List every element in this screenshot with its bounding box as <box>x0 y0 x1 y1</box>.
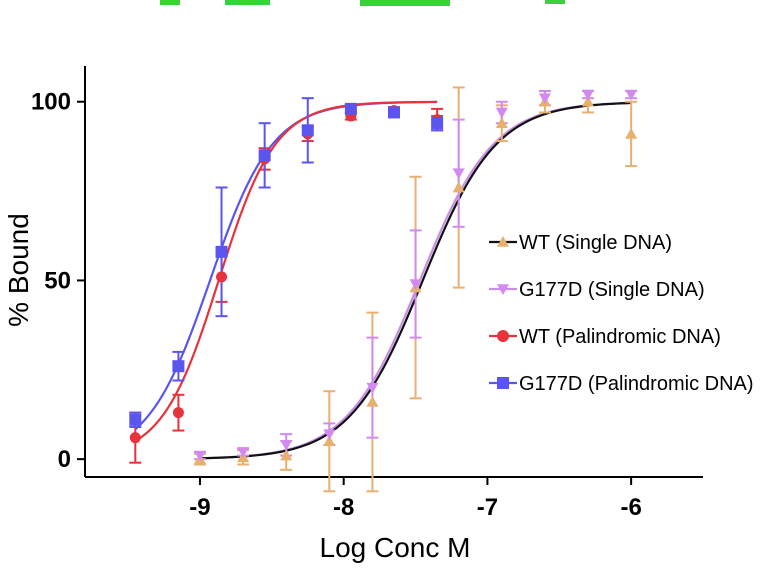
data-point <box>172 407 184 419</box>
legend-label: WT (Palindromic DNA) <box>519 326 721 348</box>
data-point <box>344 102 357 115</box>
data-point <box>582 89 595 101</box>
legend-item: G177D (Single DNA) <box>489 279 705 301</box>
legend-item: WT (Single DNA) <box>489 232 672 254</box>
data-point <box>431 117 444 130</box>
legend-label: G177D (Palindromic DNA) <box>519 373 754 395</box>
data-point <box>193 450 206 462</box>
data-point <box>582 95 595 107</box>
data-point <box>129 432 141 444</box>
x-tick-label: -6 <box>620 494 641 521</box>
data-point <box>172 360 185 373</box>
data-point <box>495 117 508 128</box>
data-point <box>538 93 551 105</box>
legend-marker <box>497 330 509 342</box>
data-point <box>388 106 400 119</box>
fit-curves <box>134 100 632 460</box>
data-point <box>323 429 336 441</box>
y-tick-label: 50 <box>44 267 71 294</box>
data-point <box>280 449 293 461</box>
data-point <box>366 395 379 407</box>
data-point <box>495 107 508 119</box>
y-tick-label: 100 <box>31 89 71 116</box>
y-ticks: 0 50 100 <box>31 89 85 473</box>
data-point <box>258 149 271 162</box>
legend: WT (Single DNA) G177D (Single DNA) WT (Pal… <box>489 232 754 395</box>
legend-marker <box>497 377 509 389</box>
data-point <box>452 168 465 180</box>
data-point <box>129 413 142 426</box>
top-cropped-artifacts <box>160 0 565 6</box>
data-point <box>216 271 228 283</box>
data-point <box>366 382 379 394</box>
data-point <box>237 447 250 458</box>
legend-label: WT (Single DNA) <box>519 232 672 254</box>
data-point <box>452 181 465 193</box>
axes <box>84 66 703 478</box>
legend-marker <box>497 284 509 295</box>
data-point <box>215 245 228 258</box>
fit-curve-3 <box>134 100 438 443</box>
x-tick-label: -9 <box>189 494 210 521</box>
y-tick-label: 0 <box>58 446 71 473</box>
legend-label: G177D (Single DNA) <box>519 279 705 301</box>
data-point <box>409 279 422 291</box>
data-point <box>625 127 638 139</box>
legend-marker <box>497 236 509 247</box>
data-point <box>301 124 314 137</box>
data-point <box>280 440 293 451</box>
x-tick-label: -7 <box>477 494 498 521</box>
x-tick-label: -8 <box>333 494 354 521</box>
data-markers <box>129 89 638 464</box>
x-ticks: -9 -8 -7 -6 <box>189 477 642 521</box>
x-axis-title: Log Conc M <box>320 532 471 563</box>
legend-item: G177D (Palindromic DNA) <box>489 373 754 395</box>
data-point <box>625 89 638 101</box>
y-axis-title: % Bound <box>3 213 34 327</box>
data-point <box>323 435 336 447</box>
legend-item: WT (Palindromic DNA) <box>489 326 721 348</box>
